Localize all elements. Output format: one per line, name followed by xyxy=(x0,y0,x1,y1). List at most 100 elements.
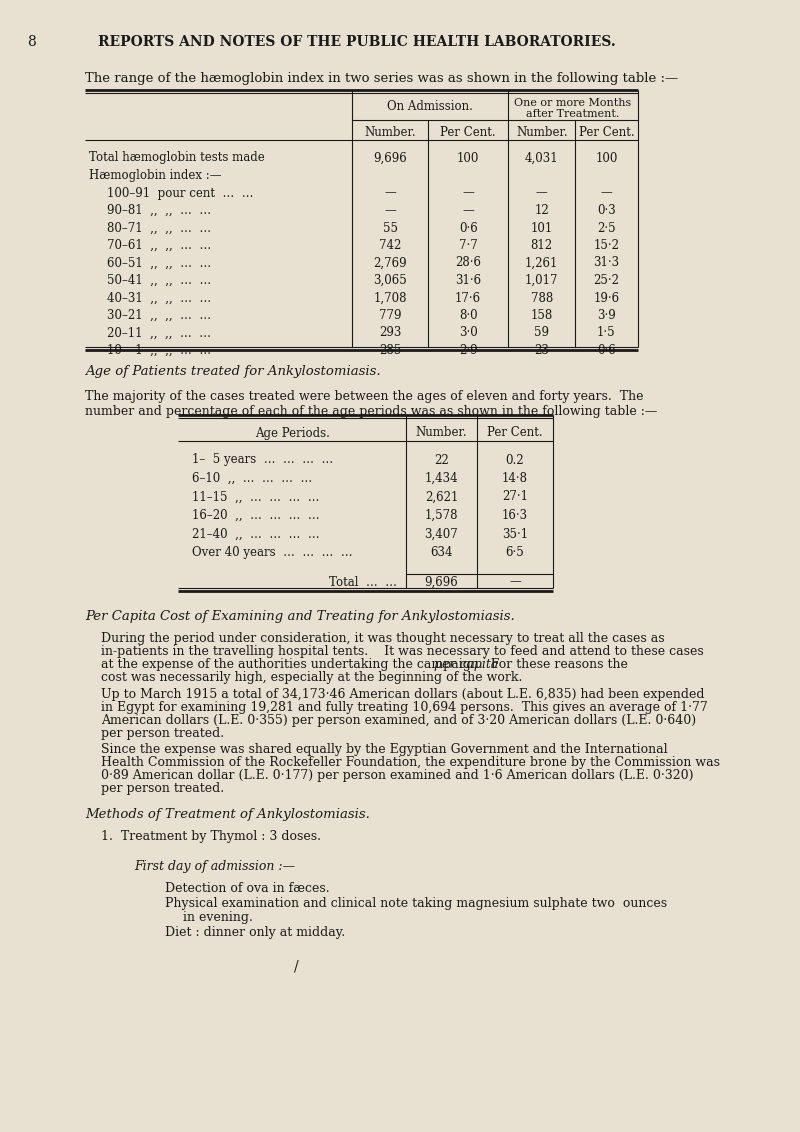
Text: 634: 634 xyxy=(430,546,453,559)
Text: after Treatment.: after Treatment. xyxy=(526,109,620,119)
Text: Number.: Number. xyxy=(364,126,416,138)
Text: Since the expense was shared equally by the Egyptian Government and the Internat: Since the expense was shared equally by … xyxy=(101,743,667,756)
Text: —: — xyxy=(601,187,612,199)
Text: 0·3: 0·3 xyxy=(597,204,616,217)
Text: 23: 23 xyxy=(534,344,549,357)
Text: 8: 8 xyxy=(26,35,35,49)
Text: Per Cent.: Per Cent. xyxy=(487,427,543,439)
Text: 12: 12 xyxy=(534,204,549,217)
Text: /: / xyxy=(294,960,299,974)
Text: Number.: Number. xyxy=(416,427,467,439)
Text: Age Periods.: Age Periods. xyxy=(254,427,330,439)
Text: 3,407: 3,407 xyxy=(425,528,458,540)
Text: 158: 158 xyxy=(530,309,553,321)
Text: cost was necessarily high, especially at the beginning of the work.: cost was necessarily high, especially at… xyxy=(101,671,522,684)
Text: 55: 55 xyxy=(382,222,398,234)
Text: 3·9: 3·9 xyxy=(597,309,616,321)
Text: 1,434: 1,434 xyxy=(425,472,458,484)
Text: —: — xyxy=(536,187,548,199)
Text: During the period under consideration, it was thought necessary to treat all the: During the period under consideration, i… xyxy=(101,632,664,645)
Text: Health Commission of the Rockefeller Foundation, the expenditure brone by the Co: Health Commission of the Rockefeller Fou… xyxy=(101,756,720,769)
Text: Total hæmoglobin tests made: Total hæmoglobin tests made xyxy=(89,152,265,164)
Text: 4,031: 4,031 xyxy=(525,152,558,164)
Text: First day of admission :—: First day of admission :— xyxy=(134,860,295,873)
Text: 31·6: 31·6 xyxy=(455,274,482,288)
Text: 2·9: 2·9 xyxy=(459,344,478,357)
Text: 3,065: 3,065 xyxy=(374,274,407,288)
Text: —: — xyxy=(462,204,474,217)
Text: 21–40  ,,  …  …  …  …: 21–40 ,, … … … … xyxy=(192,528,319,540)
Text: Per Cent.: Per Cent. xyxy=(578,126,634,138)
Text: 70–61  ,,  ,,  …  …: 70–61 ,, ,, … … xyxy=(107,239,211,252)
Text: 1–  5 years  …  …  …  …: 1– 5 years … … … … xyxy=(192,454,333,466)
Text: 788: 788 xyxy=(530,292,553,305)
Text: 22: 22 xyxy=(434,454,449,466)
Text: The range of the hæmoglobin index in two series was as shown in the following ta: The range of the hæmoglobin index in two… xyxy=(85,72,678,85)
Text: 2,621: 2,621 xyxy=(425,490,458,504)
Text: 14·8: 14·8 xyxy=(502,472,528,484)
Text: —: — xyxy=(384,204,396,217)
Text: 100–91  pour cent  …  …: 100–91 pour cent … … xyxy=(107,187,254,199)
Text: 9,696: 9,696 xyxy=(374,152,407,164)
Text: 6–10  ,,  …  …  …  …: 6–10 ,, … … … … xyxy=(192,472,312,484)
Text: 11–15  ,,  …  …  …  …: 11–15 ,, … … … … xyxy=(192,490,319,504)
Text: 59: 59 xyxy=(534,326,550,340)
Text: 100: 100 xyxy=(457,152,479,164)
Text: 90–81  ,,  ,,  …  …: 90–81 ,, ,, … … xyxy=(107,204,211,217)
Text: 17·6: 17·6 xyxy=(455,292,482,305)
Text: in Egypt for examining 19,281 and fully treating 10,694 persons.  This gives an : in Egypt for examining 19,281 and fully … xyxy=(101,701,707,714)
Text: REPORTS AND NOTES OF THE PUBLIC HEALTH LABORATORIES.: REPORTS AND NOTES OF THE PUBLIC HEALTH L… xyxy=(98,35,615,49)
Text: —: — xyxy=(462,187,474,199)
Text: 31·3: 31·3 xyxy=(594,257,619,269)
Text: 0·6: 0·6 xyxy=(597,344,616,357)
Text: in evening.: in evening. xyxy=(183,911,253,924)
Text: 742: 742 xyxy=(379,239,402,252)
Text: 293: 293 xyxy=(379,326,402,340)
Text: 1.  Treatment by Thymol : 3 doses.: 1. Treatment by Thymol : 3 doses. xyxy=(101,830,321,843)
Text: One or more Months: One or more Months xyxy=(514,98,631,108)
Text: 1,017: 1,017 xyxy=(525,274,558,288)
Text: at the expense of the authorities undertaking the campaign.  For these reasons t: at the expense of the authorities undert… xyxy=(101,658,632,671)
Text: Physical examination and clinical note taking magnesium sulphate two  ounces: Physical examination and clinical note t… xyxy=(165,897,667,910)
Text: Hæmoglobin index :—: Hæmoglobin index :— xyxy=(89,169,222,182)
Text: 779: 779 xyxy=(379,309,402,321)
Text: 1,708: 1,708 xyxy=(374,292,407,305)
Text: American dollars (L.E. 0·355) per person examined, and of 3·20 American dollars : American dollars (L.E. 0·355) per person… xyxy=(101,714,696,727)
Text: 285: 285 xyxy=(379,344,402,357)
Text: 2·5: 2·5 xyxy=(597,222,616,234)
Text: Diet : dinner only at midday.: Diet : dinner only at midday. xyxy=(165,926,345,940)
Text: Number.: Number. xyxy=(516,126,567,138)
Text: 1·5: 1·5 xyxy=(597,326,616,340)
Text: per capita: per capita xyxy=(434,658,498,671)
Text: 6·5: 6·5 xyxy=(506,546,524,559)
Text: 28·6: 28·6 xyxy=(455,257,481,269)
Text: 50–41  ,,  ,,  …  …: 50–41 ,, ,, … … xyxy=(107,274,211,288)
Text: 27·1: 27·1 xyxy=(502,490,528,504)
Text: 2,769: 2,769 xyxy=(374,257,407,269)
Text: Per Cent.: Per Cent. xyxy=(440,126,496,138)
Text: 3·0: 3·0 xyxy=(459,326,478,340)
Text: 101: 101 xyxy=(530,222,553,234)
Text: 10–  1  ,,  ,,  …  …: 10– 1 ,, ,, … … xyxy=(107,344,211,357)
Text: Per Capita Cost of Examining and Treating for Ankylostomiasis.: Per Capita Cost of Examining and Treatin… xyxy=(85,610,514,623)
Text: The majority of the cases treated were between the ages of eleven and forty year: The majority of the cases treated were b… xyxy=(85,391,657,418)
Text: 35·1: 35·1 xyxy=(502,528,528,540)
Text: Up to March 1915 a total of 34,173·46 American dollars (about L.E. 6,835) had be: Up to March 1915 a total of 34,173·46 Am… xyxy=(101,688,704,701)
Text: 19·6: 19·6 xyxy=(594,292,619,305)
Text: 20–11  ,,  ,,  …  …: 20–11 ,, ,, … … xyxy=(107,326,211,340)
Text: —: — xyxy=(509,575,521,589)
Text: 30–21  ,,  ,,  …  …: 30–21 ,, ,, … … xyxy=(107,309,211,321)
Text: 60–51  ,,  ,,  …  …: 60–51 ,, ,, … … xyxy=(107,257,211,269)
Text: 25·2: 25·2 xyxy=(594,274,619,288)
Text: 8·0: 8·0 xyxy=(459,309,478,321)
Text: 0.2: 0.2 xyxy=(506,454,524,466)
Text: 80–71  ,,  ,,  …  …: 80–71 ,, ,, … … xyxy=(107,222,211,234)
Text: 0·6: 0·6 xyxy=(459,222,478,234)
Text: per person treated.: per person treated. xyxy=(101,782,224,795)
Text: 40–31  ,,  ,,  …  …: 40–31 ,, ,, … … xyxy=(107,292,211,305)
Text: 100: 100 xyxy=(595,152,618,164)
Text: 15·2: 15·2 xyxy=(594,239,619,252)
Text: Age of Patients treated for Ankylostomiasis.: Age of Patients treated for Ankylostomia… xyxy=(85,365,380,378)
Text: 1,261: 1,261 xyxy=(525,257,558,269)
Text: Detection of ova in fæces.: Detection of ova in fæces. xyxy=(165,882,330,895)
